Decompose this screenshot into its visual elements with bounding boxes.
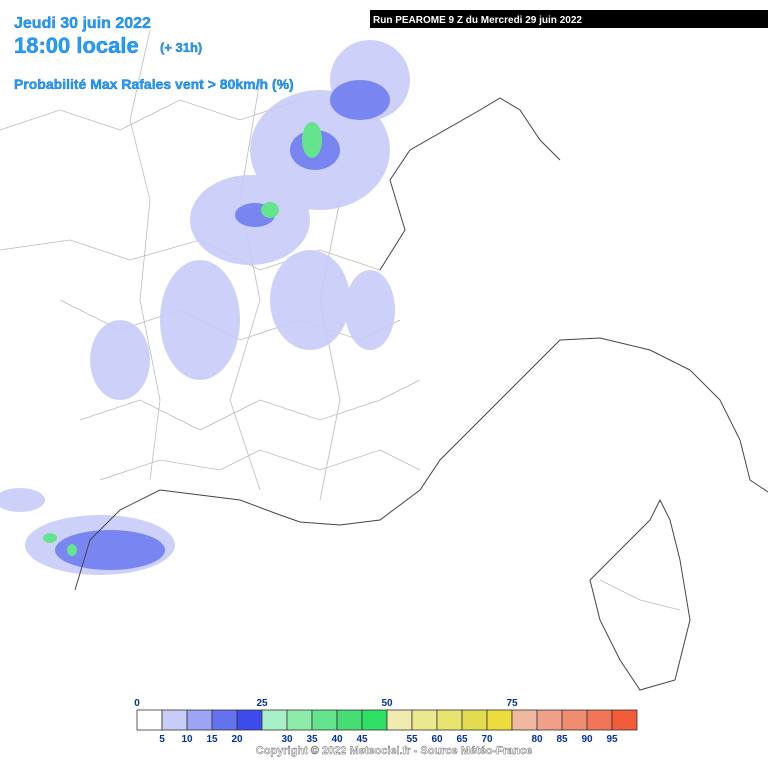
legend-swatch — [161, 709, 188, 731]
legend-bottom-label: 35 — [306, 734, 318, 745]
legend-swatch — [361, 709, 388, 731]
legend-swatch — [261, 709, 288, 731]
legend-bottom-label: 90 — [581, 734, 593, 745]
legend-swatch — [486, 709, 513, 731]
legend-bottom-label: 45 — [356, 734, 368, 745]
lead-time: (+ 31h) — [160, 40, 202, 55]
legend-swatch — [236, 709, 263, 731]
legend-top-label: 50 — [381, 698, 393, 709]
legend-swatch — [511, 709, 538, 731]
legend-swatch — [536, 709, 563, 731]
legend-swatch — [411, 709, 438, 731]
legend-bottom-label: 10 — [181, 734, 193, 745]
legend-top-label: 75 — [506, 698, 518, 709]
legend-bottom-label: 30 — [281, 734, 293, 745]
legend-swatch — [136, 709, 163, 731]
run-banner: Run PEAROME 9 Z du Mercredi 29 juin 2022 — [373, 15, 582, 26]
legend-swatch — [336, 709, 363, 731]
copyright: Copyright © 2022 Meteociel.fr - Source M… — [256, 745, 532, 757]
forecast-date: Jeudi 30 juin 2022 — [14, 15, 151, 32]
legend-bottom-label: 95 — [606, 734, 618, 745]
coastline — [74, 97, 768, 691]
legend: 0 25 50 75 5 10 15 20 30 35 40 45 55 60 65 70 80 85 90 95 — [134, 698, 638, 745]
product-title: Probabilité Max Rafales vent > 80km/h (%… — [14, 76, 294, 92]
legend-swatch — [186, 709, 213, 731]
run-banner-bg — [370, 10, 768, 28]
legend-bottom-label: 60 — [431, 734, 443, 745]
legend-bottom-label: 40 — [331, 734, 343, 745]
legend-swatch — [386, 709, 413, 731]
legend-bottom-label: 15 — [206, 734, 218, 745]
legend-bottom-label: 70 — [481, 734, 493, 745]
legend-swatch — [461, 709, 488, 731]
legend-swatch — [561, 709, 588, 731]
legend-swatch — [611, 709, 638, 731]
legend-top-label: 25 — [256, 698, 268, 709]
legend-bottom-label: 20 — [231, 734, 243, 745]
legend-bottom-label: 5 — [159, 734, 165, 745]
probability-areas-high — [43, 122, 322, 556]
legend-swatch — [211, 709, 238, 731]
legend-bottom-label: 65 — [456, 734, 468, 745]
legend-swatch — [311, 709, 338, 731]
legend-swatch — [286, 709, 313, 731]
legend-bottom-label: 55 — [406, 734, 418, 745]
legend-swatch — [586, 709, 613, 731]
forecast-time: 18:00 locale — [14, 33, 139, 58]
legend-top-label: 0 — [134, 698, 140, 709]
legend-bottom-label: 85 — [556, 734, 568, 745]
legend-bottom-label: 80 — [531, 734, 543, 745]
legend-swatch — [436, 709, 463, 731]
